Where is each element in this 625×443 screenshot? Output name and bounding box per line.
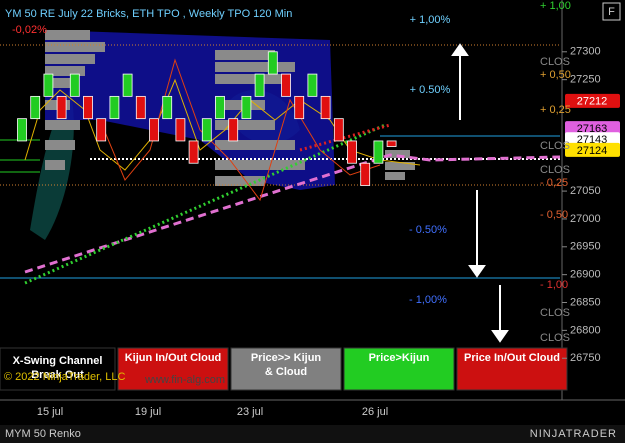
chart-title: YM 50 RE July 22 Bricks, ETH TPO , Weekl…	[5, 8, 292, 20]
brick	[347, 140, 357, 164]
price-tag	[565, 142, 620, 157]
brick	[333, 118, 344, 142]
side-label: CLOS	[540, 332, 570, 344]
brick	[17, 118, 27, 142]
brick	[294, 95, 305, 120]
price-tag	[565, 132, 620, 147]
brick	[267, 51, 278, 75]
brick	[109, 95, 120, 120]
y-tick-label: 27300	[570, 46, 601, 58]
side-label: CLOS	[540, 56, 570, 68]
y-tick-label: 26950	[570, 241, 601, 253]
brick	[254, 73, 265, 97]
trend-line	[24, 123, 386, 285]
percent-label: + 1,00%	[410, 14, 451, 26]
button-label[interactable]: X-Swing Channel Break Out	[13, 355, 103, 381]
side-label: - 0,25	[540, 177, 568, 189]
price-tag-label: 27163	[577, 123, 608, 135]
price-tag	[565, 121, 620, 136]
price-tag	[565, 93, 620, 108]
brick	[135, 95, 146, 120]
brick	[373, 140, 384, 164]
side-label: - 0,50	[540, 209, 568, 221]
y-tick-label: 27250	[570, 74, 601, 86]
brick	[360, 162, 371, 186]
button-label[interactable]: Price>> Kijun & Cloud	[251, 352, 322, 378]
y-tick-label: 27050	[570, 185, 601, 197]
button-label[interactable]: Price In/Out Cloud	[464, 352, 560, 364]
button-label[interactable]: Kijun In/Out Cloud	[125, 352, 222, 364]
website: www.fin-alg.com	[144, 374, 225, 386]
x-tick-label: 23 jul	[237, 406, 263, 418]
percent-label: - 1,00%	[409, 294, 447, 306]
brick	[228, 118, 239, 142]
x-tick-label: 26 jul	[362, 406, 388, 418]
percent-label: - 0.50%	[409, 224, 447, 236]
indicator-line	[99, 58, 381, 202]
instrument: MYM 50 Renko	[5, 428, 81, 440]
side-label: - 1,00	[540, 279, 568, 291]
price-axis	[560, 0, 625, 400]
side-label: CLOS	[540, 140, 570, 152]
x-tick-label: 15 jul	[37, 406, 63, 418]
button[interactable]	[456, 347, 568, 391]
side-label: + 0,50	[540, 69, 571, 81]
price-tag-label: 27212	[577, 96, 608, 108]
brick	[122, 73, 133, 97]
brick	[149, 118, 159, 142]
y-tick-label: 26900	[570, 269, 601, 281]
tpo-profile	[45, 30, 415, 186]
brand: NINJATRADER	[530, 428, 617, 440]
arrows	[451, 43, 509, 343]
button[interactable]	[117, 347, 229, 391]
corner-label[interactable]: F	[608, 6, 615, 18]
brick	[175, 118, 186, 142]
trend-line	[299, 123, 391, 152]
side-label: CLOS	[540, 164, 570, 176]
copyright: © 2022 NinjaTrader, LLC	[4, 371, 125, 383]
y-tick-label: 26800	[570, 324, 601, 336]
brick	[307, 73, 318, 97]
y-tick-label: 27000	[570, 213, 601, 225]
brick	[43, 73, 54, 97]
button[interactable]	[343, 347, 455, 391]
brick	[281, 73, 291, 97]
side-label: + 0,25	[540, 104, 571, 116]
button[interactable]	[230, 347, 342, 391]
button[interactable]	[0, 347, 116, 391]
side-label: + 1,00	[540, 0, 571, 12]
button-label[interactable]: Price>Kijun	[369, 352, 430, 364]
brick	[162, 95, 173, 120]
corner-box[interactable]	[602, 2, 621, 21]
brick	[201, 118, 212, 142]
price-tag-label: 27124	[577, 145, 608, 157]
percent-label: + 0.50%	[410, 84, 451, 96]
status-bar	[0, 425, 625, 443]
brick	[320, 95, 331, 120]
brick	[241, 95, 252, 120]
brick	[188, 140, 199, 164]
brick	[69, 73, 80, 97]
brick	[215, 95, 225, 120]
trend-line	[24, 153, 561, 274]
y-tick-label: 26850	[570, 296, 601, 308]
brick	[96, 118, 107, 142]
brick	[56, 95, 67, 120]
brick	[83, 95, 93, 120]
y-tick-label: 26750	[570, 352, 601, 364]
brick	[386, 140, 397, 147]
brick	[30, 95, 41, 120]
x-tick-label: 19 jul	[135, 406, 161, 418]
change: -0,02%	[12, 24, 47, 36]
side-label: CLOS	[540, 307, 570, 319]
